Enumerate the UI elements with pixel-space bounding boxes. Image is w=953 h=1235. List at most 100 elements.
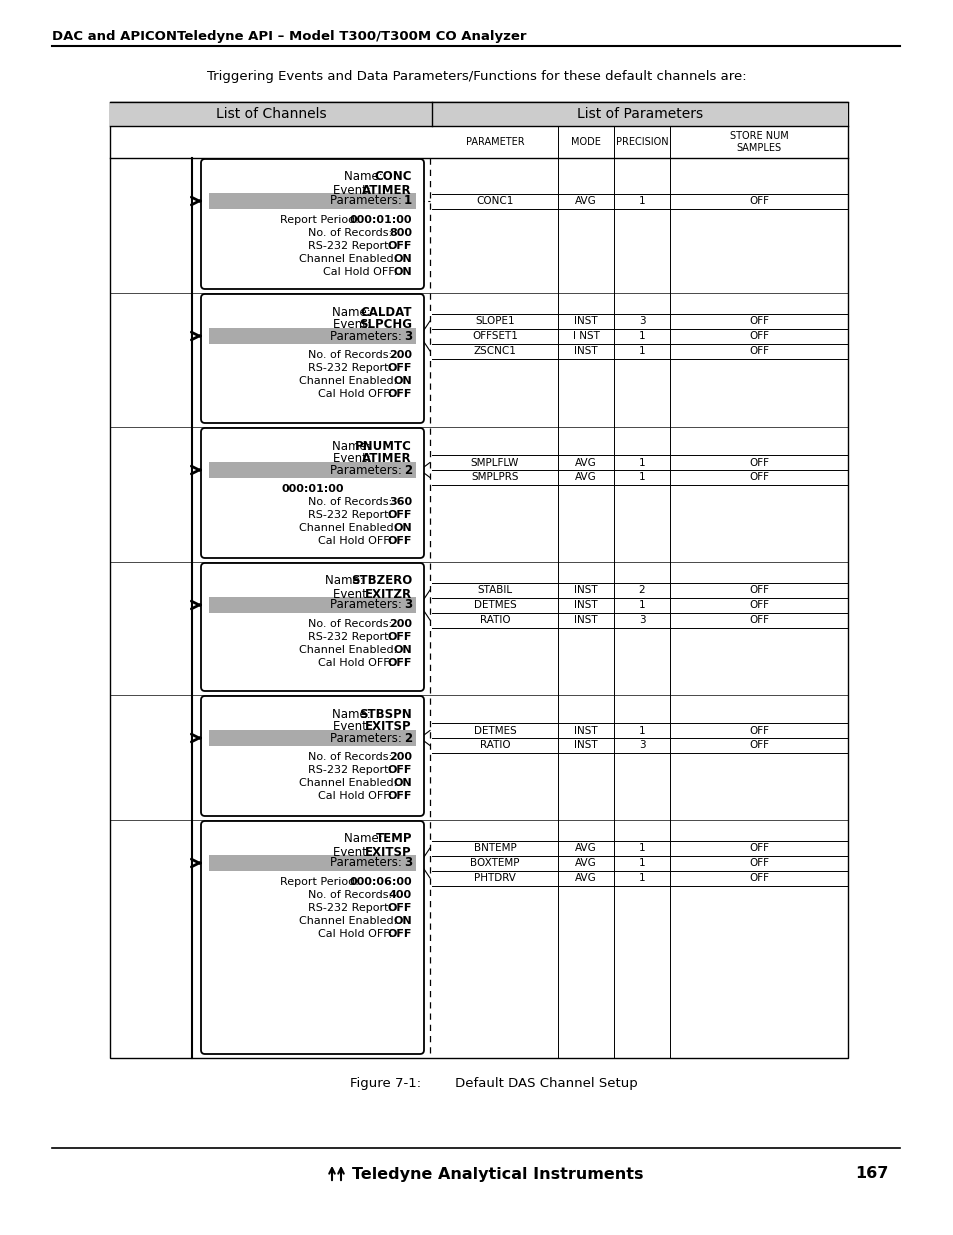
Text: EXITZR: EXITZR	[364, 588, 412, 600]
Text: INST: INST	[574, 585, 598, 595]
Text: OFF: OFF	[748, 346, 768, 356]
FancyBboxPatch shape	[201, 429, 423, 558]
Text: AVG: AVG	[575, 858, 597, 868]
Text: 200: 200	[389, 619, 412, 629]
Text: No. of Records:: No. of Records:	[308, 752, 395, 762]
Bar	[209, 597, 416, 613]
Text: TEMP: TEMP	[375, 832, 412, 846]
Text: 200: 200	[389, 350, 412, 359]
Text: ON: ON	[393, 522, 412, 534]
Text: Parameters:: Parameters:	[330, 599, 405, 611]
Text: OFF: OFF	[387, 241, 412, 251]
Text: I NST: I NST	[572, 331, 598, 341]
Text: OFF: OFF	[748, 331, 768, 341]
Text: OFF: OFF	[387, 536, 412, 546]
Text: Name:: Name:	[332, 440, 374, 452]
Text: DAC and APICONTeledyne API – Model T300/T300M CO Analyzer: DAC and APICONTeledyne API – Model T300/…	[52, 30, 526, 43]
Text: No. of Records:: No. of Records:	[308, 350, 395, 359]
Text: No. of Records:: No. of Records:	[308, 619, 395, 629]
Text: STBSPN: STBSPN	[359, 708, 412, 720]
Text: 1: 1	[638, 858, 644, 868]
Text: List of Channels: List of Channels	[215, 107, 326, 121]
FancyBboxPatch shape	[201, 697, 423, 816]
Text: Triggering Events and Data Parameters/Functions for these default channels are:: Triggering Events and Data Parameters/Fu…	[207, 70, 746, 83]
Text: ATIMER: ATIMER	[362, 184, 412, 196]
Text: 1: 1	[638, 457, 644, 468]
Text: ON: ON	[393, 645, 412, 655]
Text: Cal Hold OFF:: Cal Hold OFF:	[317, 389, 395, 399]
Text: Name:: Name:	[344, 170, 386, 184]
Text: OFF: OFF	[748, 457, 768, 468]
Text: Cal Hold OFF:: Cal Hold OFF:	[323, 267, 400, 277]
Text: ON: ON	[393, 375, 412, 387]
Text: OFF: OFF	[387, 790, 412, 802]
Text: 2: 2	[638, 585, 644, 595]
FancyBboxPatch shape	[201, 563, 423, 692]
FancyBboxPatch shape	[201, 821, 423, 1053]
Text: RS-232 Report:: RS-232 Report:	[308, 510, 395, 520]
Text: Parameters:: Parameters:	[330, 194, 405, 207]
Bar	[209, 193, 416, 209]
Text: 2: 2	[403, 731, 412, 745]
Text: 400: 400	[389, 890, 412, 900]
FancyBboxPatch shape	[201, 159, 423, 289]
Text: STABIL: STABIL	[476, 585, 512, 595]
Text: Name:: Name:	[344, 832, 386, 846]
Text: OFF: OFF	[387, 389, 412, 399]
Text: INST: INST	[574, 600, 598, 610]
Text: Event:: Event:	[333, 184, 374, 196]
Text: No. of Records:: No. of Records:	[308, 496, 395, 508]
Text: Channel Enabled:: Channel Enabled:	[299, 522, 400, 534]
Text: Report Period:: Report Period:	[280, 877, 362, 887]
Text: 3: 3	[638, 615, 644, 625]
Text: RS-232 Report:: RS-232 Report:	[308, 241, 395, 251]
Text: ATIMER: ATIMER	[362, 452, 412, 466]
Text: OFF: OFF	[387, 510, 412, 520]
Text: 3: 3	[403, 599, 412, 611]
Text: ON: ON	[393, 916, 412, 926]
Text: BOXTEMP: BOXTEMP	[470, 858, 519, 868]
Text: CONC: CONC	[375, 170, 412, 184]
Text: INST: INST	[574, 346, 598, 356]
Text: Parameters:: Parameters:	[330, 463, 405, 477]
Text: OFF: OFF	[387, 764, 412, 776]
Text: SMPLPRS: SMPLPRS	[471, 473, 518, 483]
Text: OFF: OFF	[748, 873, 768, 883]
Text: CONC1: CONC1	[476, 196, 513, 206]
Bar	[209, 329, 416, 345]
Text: INST: INST	[574, 741, 598, 751]
Text: AVG: AVG	[575, 873, 597, 883]
Text: Cal Hold OFF:: Cal Hold OFF:	[317, 929, 395, 939]
Text: Cal Hold OFF:: Cal Hold OFF:	[317, 536, 395, 546]
Text: 1: 1	[638, 600, 644, 610]
Text: OFF: OFF	[387, 929, 412, 939]
Text: OFFSET1: OFFSET1	[472, 331, 517, 341]
Text: 000:06:00: 000:06:00	[349, 877, 412, 887]
Text: STORE NUM
SAMPLES: STORE NUM SAMPLES	[729, 131, 787, 153]
Text: RATIO: RATIO	[479, 615, 510, 625]
Text: Event:: Event:	[333, 720, 374, 734]
Text: OFF: OFF	[387, 363, 412, 373]
Text: 3: 3	[638, 316, 644, 326]
Text: 3: 3	[638, 741, 644, 751]
Text: AVG: AVG	[575, 196, 597, 206]
Text: OFF: OFF	[748, 600, 768, 610]
Text: PNUMTC: PNUMTC	[355, 440, 412, 452]
Text: EXITSP: EXITSP	[365, 846, 412, 858]
Text: SMPLFLW: SMPLFLW	[471, 457, 518, 468]
Text: AVG: AVG	[575, 457, 597, 468]
Text: MODE: MODE	[571, 137, 600, 147]
Text: No. of Records:: No. of Records:	[308, 228, 395, 238]
Text: ZSCNC1: ZSCNC1	[473, 346, 516, 356]
Text: ON: ON	[393, 778, 412, 788]
Text: Channel Enabled:: Channel Enabled:	[299, 645, 400, 655]
Text: DETMES: DETMES	[473, 725, 516, 736]
Text: SLPCHG: SLPCHG	[358, 319, 412, 331]
Text: Name:: Name:	[332, 305, 374, 319]
Text: 360: 360	[389, 496, 412, 508]
Text: INST: INST	[574, 725, 598, 736]
FancyBboxPatch shape	[201, 294, 423, 424]
Text: OFF: OFF	[387, 632, 412, 642]
Bar	[110, 103, 847, 1058]
Text: RS-232 Report:: RS-232 Report:	[308, 903, 395, 913]
